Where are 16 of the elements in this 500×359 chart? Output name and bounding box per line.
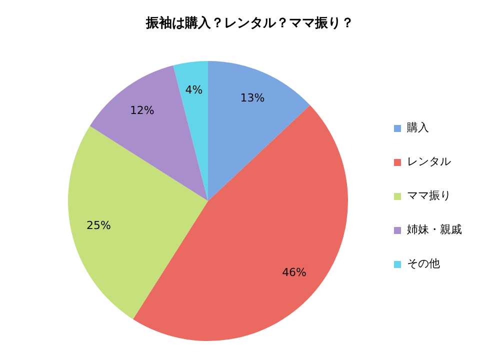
pie-slice — [173, 61, 208, 201]
data-label: 46% — [282, 266, 307, 279]
data-label: 13% — [240, 92, 265, 105]
legend-label: 購入 — [407, 120, 429, 136]
pie-slice — [132, 105, 348, 341]
pie-slice — [90, 65, 208, 201]
data-label: 25% — [86, 218, 111, 232]
legend-label: 姉妹・親戚 — [407, 222, 462, 238]
data-label: 12% — [130, 104, 154, 117]
chart-title: 振袖は購入？レンタル？ママ振り？ — [144, 14, 355, 33]
legend-label: その他 — [407, 256, 440, 272]
legend-label: レンタル — [407, 154, 451, 170]
pie-slice — [68, 126, 208, 320]
data-label: 4% — [185, 83, 203, 96]
legend-label: ママ振り — [407, 188, 451, 204]
pie-slice — [208, 61, 310, 201]
